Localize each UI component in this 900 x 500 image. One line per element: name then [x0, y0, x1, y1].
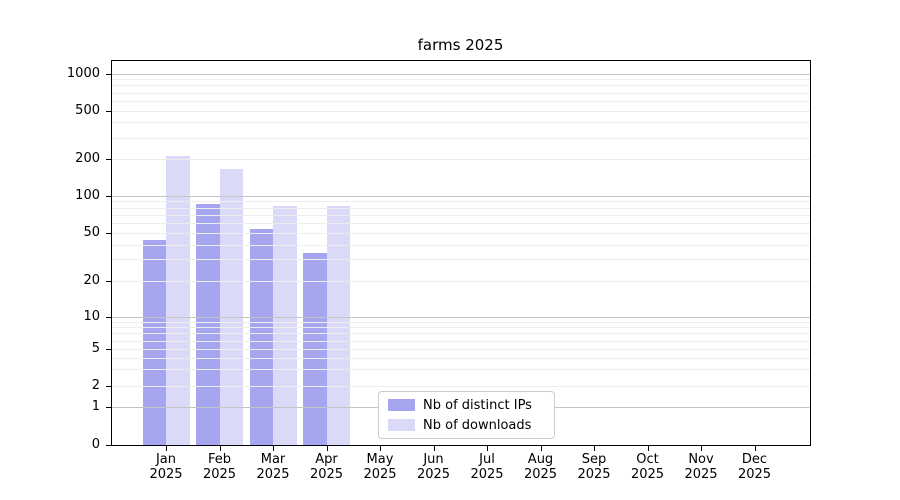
gridline-minor-20	[111, 280, 810, 282]
y-tick-label-1000: 1000	[66, 65, 100, 81]
x-tick-mark-aug	[540, 446, 542, 451]
x-tick-mark-jan	[166, 446, 167, 451]
x-tick-label-may: May 2025	[363, 452, 397, 482]
y-tick-mark-10	[106, 316, 111, 318]
spine-bottom	[111, 445, 811, 446]
x-tick-label-jul: Jul 2025	[470, 452, 504, 482]
gridline-minor-30	[111, 259, 810, 261]
x-tick-label-nov: Nov 2025	[684, 452, 718, 482]
x-tick-mark-sep	[594, 446, 595, 451]
y-tick-label-20: 20	[83, 272, 100, 288]
bar-apr-distinct-ips	[303, 252, 327, 445]
gridline-minor-700	[111, 92, 810, 94]
gridline-minor-500	[111, 110, 810, 112]
x-tick-mark-oct	[647, 446, 649, 451]
gridline-minor-80	[111, 207, 810, 209]
gridline-major-1000	[111, 73, 810, 75]
y-tick-label-500: 500	[75, 102, 100, 118]
x-tick-mark-jun	[433, 446, 435, 451]
gridline-minor-5	[111, 349, 810, 350]
x-tick-mark-nov	[701, 446, 702, 451]
plot-area	[111, 60, 810, 445]
spine-right	[810, 60, 811, 446]
gridline-minor-9	[111, 321, 810, 323]
gridline-minor-600	[111, 100, 810, 102]
y-tick-mark-1	[106, 406, 111, 408]
bar-jan-distinct-ips	[142, 239, 166, 445]
legend-swatch-icon	[388, 419, 415, 431]
gridline-minor-800	[111, 85, 810, 87]
gridline-minor-400	[111, 122, 810, 124]
y-tick-mark-1000	[106, 73, 111, 75]
x-tick-mark-feb	[219, 446, 221, 451]
legend-swatch-icon	[388, 399, 415, 411]
legend-label: Nb of downloads	[423, 417, 532, 433]
y-tick-label-2: 2	[91, 377, 100, 393]
y-tick-mark-20	[106, 280, 111, 282]
gridline-minor-50	[111, 233, 810, 234]
y-tick-mark-500	[106, 110, 111, 112]
gridline-major-100	[111, 195, 810, 197]
y-tick-mark-5	[106, 349, 111, 350]
x-tick-mark-may	[380, 446, 381, 451]
y-tick-label-5: 5	[91, 341, 100, 356]
gridline-minor-70	[111, 214, 810, 216]
chart-title: farms 2025	[417, 36, 504, 54]
y-tick-label-0: 0	[91, 437, 100, 452]
gridline-minor-900	[111, 79, 810, 81]
y-tick-label-1: 1	[91, 398, 100, 414]
x-tick-mark-jul	[487, 446, 488, 451]
y-tick-mark-100	[106, 195, 111, 197]
spine-left	[111, 60, 112, 446]
x-tick-mark-apr	[326, 446, 328, 451]
bar-feb-downloads	[219, 169, 243, 445]
x-tick-label-jun: Jun 2025	[416, 452, 451, 482]
y-tick-label-50: 50	[83, 225, 100, 240]
x-tick-label-aug: Aug 2025	[523, 452, 558, 482]
legend-item-downloads: Nb of downloads	[388, 418, 545, 433]
legend-label: Nb of distinct IPs	[423, 397, 532, 413]
gridline-minor-8	[111, 327, 810, 329]
legend: Nb of distinct IPs Nb of downloads	[378, 391, 555, 439]
spine-top	[111, 60, 811, 61]
gridline-minor-40	[111, 244, 810, 246]
x-tick-label-apr: Apr 2025	[309, 452, 344, 482]
bar-mar-downloads	[273, 206, 297, 445]
x-tick-label-mar: Mar 2025	[256, 452, 290, 482]
gridline-minor-3	[111, 369, 810, 371]
legend-item-distinct-ips: Nb of distinct IPs	[388, 398, 545, 413]
y-tick-mark-0	[106, 445, 111, 446]
x-tick-label-oct: Oct 2025	[630, 452, 665, 482]
gridline-minor-300	[111, 137, 810, 139]
gridline-minor-4	[111, 357, 810, 359]
x-tick-label-feb: Feb 2025	[202, 452, 237, 482]
y-tick-mark-2	[106, 385, 111, 387]
y-tick-label-200: 200	[75, 151, 100, 166]
x-tick-label-jan: Jan 2025	[149, 452, 183, 482]
gridline-minor-60	[111, 223, 810, 225]
x-tick-label-dec: Dec 2025	[737, 452, 772, 482]
bar-apr-downloads	[326, 205, 350, 445]
gridline-minor-200	[111, 159, 810, 160]
y-tick-label-10: 10	[83, 308, 100, 324]
gridline-minor-2	[111, 385, 810, 387]
x-tick-label-sep: Sep 2025	[577, 452, 611, 482]
gridline-minor-6	[111, 340, 810, 342]
bar-mar-distinct-ips	[249, 228, 273, 445]
gridline-major-10	[111, 316, 810, 318]
gridline-minor-90	[111, 201, 810, 203]
gridline-minor-7	[111, 333, 810, 335]
y-tick-mark-50	[106, 233, 111, 234]
bar-feb-distinct-ips	[196, 204, 220, 445]
y-tick-label-100: 100	[75, 187, 100, 203]
y-tick-mark-200	[106, 159, 111, 160]
bar-jan-downloads	[166, 156, 190, 445]
x-tick-mark-dec	[754, 446, 756, 451]
x-tick-mark-mar	[273, 446, 274, 451]
